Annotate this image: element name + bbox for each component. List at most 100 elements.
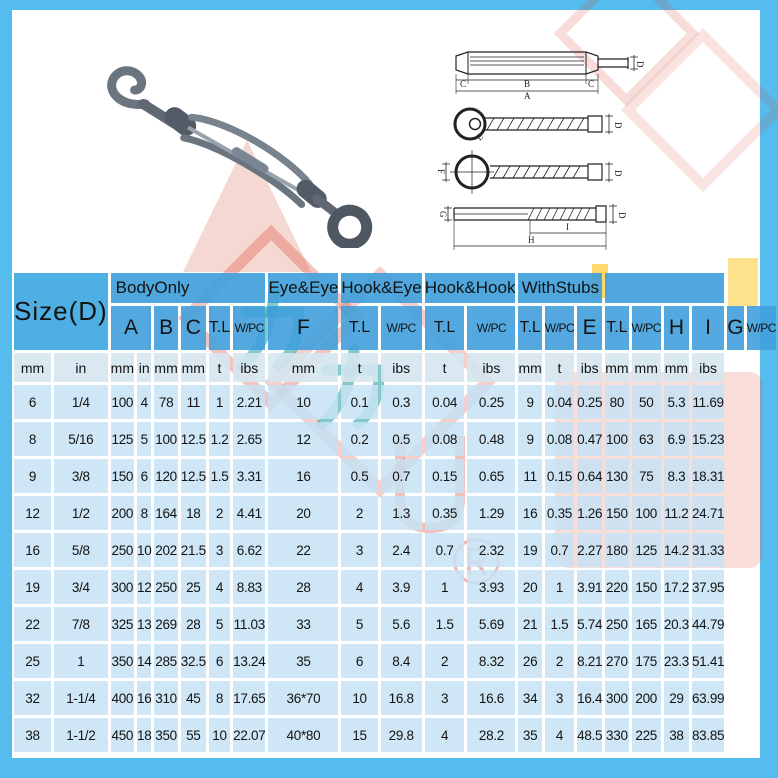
table-cell: 0.65 bbox=[467, 459, 516, 493]
table-cell: 38 bbox=[663, 718, 689, 752]
table-cell: 8.32 bbox=[467, 644, 516, 678]
table-row-size-25: 25 1 350 14 285 32.5 6 13.24 35 6 8.4 2 8.32 26 2 8.21 2… bbox=[14, 644, 776, 678]
table-cell: 18.31 bbox=[691, 459, 725, 493]
table-cell: 7/8 bbox=[53, 607, 108, 641]
table-cell: 300 bbox=[605, 681, 629, 715]
table-cell: 0.35 bbox=[424, 496, 465, 530]
table-cell: 0.7 bbox=[424, 533, 465, 567]
table-cell: 32.5 bbox=[180, 644, 206, 678]
table-cell: 1.5 bbox=[208, 459, 231, 493]
table-cell: 34 bbox=[518, 681, 542, 715]
table-cell: 1.29 bbox=[467, 496, 516, 530]
table-cell: 100 bbox=[110, 385, 134, 419]
dim-label: C bbox=[588, 79, 594, 89]
table-cell: 23.3 bbox=[663, 644, 689, 678]
table-cell: 63.99 bbox=[691, 681, 725, 715]
table-cell: 0.08 bbox=[424, 422, 465, 456]
table-cell: 26 bbox=[518, 644, 542, 678]
table-cell: 202 bbox=[154, 533, 178, 567]
unit-mm: mm bbox=[14, 353, 51, 382]
table-cell: 33 bbox=[268, 607, 339, 641]
table-cell: 15.23 bbox=[691, 422, 725, 456]
table-cell: 3/8 bbox=[53, 459, 108, 493]
table-cell: 3 bbox=[424, 681, 465, 715]
table-cell: 250 bbox=[154, 570, 178, 604]
table-cell: 3/4 bbox=[53, 570, 108, 604]
column-header-f: F bbox=[268, 306, 339, 350]
table-cell: 11.03 bbox=[233, 607, 266, 641]
table-cell: 17.2 bbox=[663, 570, 689, 604]
table-cell: 1.5 bbox=[544, 607, 575, 641]
table-cell: 100 bbox=[154, 422, 178, 456]
table-cell: 9 bbox=[518, 422, 542, 456]
table-cell: 0.08 bbox=[544, 422, 575, 456]
table-cell: 0.25 bbox=[577, 385, 603, 419]
table-cell: 0.7 bbox=[380, 459, 422, 493]
dim-label: F bbox=[438, 169, 446, 174]
table-cell: 13.24 bbox=[233, 644, 266, 678]
table-cell: 20.3 bbox=[663, 607, 689, 641]
table-cell: 2 bbox=[208, 496, 231, 530]
table-cell: 0.35 bbox=[544, 496, 575, 530]
table-cell: 16 bbox=[518, 496, 542, 530]
unit-in: in bbox=[137, 353, 152, 382]
table-cell: 36*70 bbox=[268, 681, 339, 715]
table-cell: 21 bbox=[518, 607, 542, 641]
unit-mm: mm bbox=[518, 353, 542, 382]
turnbuckle-photo bbox=[107, 66, 373, 248]
table-cell: 1-1/2 bbox=[53, 718, 108, 752]
table-row-size-9: 9 3/8 150 6 120 12.5 1.5 3.31 16 0.5 0.7 0.15 0.65 11… bbox=[14, 459, 776, 493]
unit-row: mm in mm in mm mm t ibs mm t ibs t ibs mm t ibs mm mm mm ib… bbox=[14, 353, 776, 382]
table-row-size-8: 8 5/16 125 5 100 12.5 1.2 2.65 12 0.2 0.5 0.08 0.48 9… bbox=[14, 422, 776, 456]
table-cell: 6.62 bbox=[233, 533, 266, 567]
column-header-e: E bbox=[577, 306, 603, 350]
table-cell: 12 bbox=[137, 570, 152, 604]
dim-label: B bbox=[524, 79, 530, 89]
column-header-t-l: T.L bbox=[605, 306, 629, 350]
unit-mm: mm bbox=[663, 353, 689, 382]
table-cell: 40*80 bbox=[268, 718, 339, 752]
dim-label: I bbox=[566, 222, 569, 232]
table-cell: 310 bbox=[154, 681, 178, 715]
table-cell: 270 bbox=[605, 644, 629, 678]
table-cell: 11.2 bbox=[663, 496, 689, 530]
table-cell: 55 bbox=[180, 718, 206, 752]
spec-table: Size(D) BodyOnly Eye&Eye Hook&Eye Hook&Hook… bbox=[11, 270, 778, 755]
column-header-c: C bbox=[180, 306, 206, 350]
technical-drawings: C B C A D E D F D G D I H bbox=[438, 51, 645, 250]
table-cell: 12 bbox=[14, 496, 51, 530]
table-cell: 5.3 bbox=[663, 385, 689, 419]
column-header-h: H bbox=[663, 306, 689, 350]
table-cell: 45 bbox=[180, 681, 206, 715]
table-cell: 1.2 bbox=[208, 422, 231, 456]
table-cell: 38 bbox=[14, 718, 51, 752]
table-cell: 20 bbox=[268, 496, 339, 530]
table-cell: 21.5 bbox=[180, 533, 206, 567]
table-cell: 2 bbox=[424, 644, 465, 678]
table-cell: 35 bbox=[268, 644, 339, 678]
table-cell: 18 bbox=[137, 718, 152, 752]
table-cell: 130 bbox=[605, 459, 629, 493]
table-body: 6 1/4 100 4 78 11 1 2.21 10 0.1 0.3 0.04 0.25 9 0.04 0.… bbox=[14, 385, 776, 752]
column-header-b: B bbox=[154, 306, 178, 350]
table-row-size-38: 38 1-1/2 450 18 350 55 10 22.07 40*80 15 29.8 4 28.2… bbox=[14, 718, 776, 752]
table-cell: 0.5 bbox=[380, 422, 422, 456]
table-cell: 19 bbox=[518, 533, 542, 567]
column-header-t-l: T.L bbox=[341, 306, 378, 350]
table-cell: 16.6 bbox=[467, 681, 516, 715]
table-cell: 1-1/4 bbox=[53, 681, 108, 715]
table-cell: 4 bbox=[137, 385, 152, 419]
table-cell: 120 bbox=[154, 459, 178, 493]
table-cell: 15 bbox=[341, 718, 378, 752]
table-cell: 2.32 bbox=[467, 533, 516, 567]
table-cell: 150 bbox=[631, 570, 661, 604]
table-cell: 165 bbox=[631, 607, 661, 641]
table-cell: 80 bbox=[605, 385, 629, 419]
dim-label: D bbox=[617, 212, 627, 219]
table-cell: 12 bbox=[268, 422, 339, 456]
dim-label: A bbox=[524, 91, 531, 101]
table-cell: 48.5 bbox=[577, 718, 603, 752]
column-header-w-pc: W/PC bbox=[631, 306, 661, 350]
table-cell: 5 bbox=[341, 607, 378, 641]
table-cell: 150 bbox=[110, 459, 134, 493]
